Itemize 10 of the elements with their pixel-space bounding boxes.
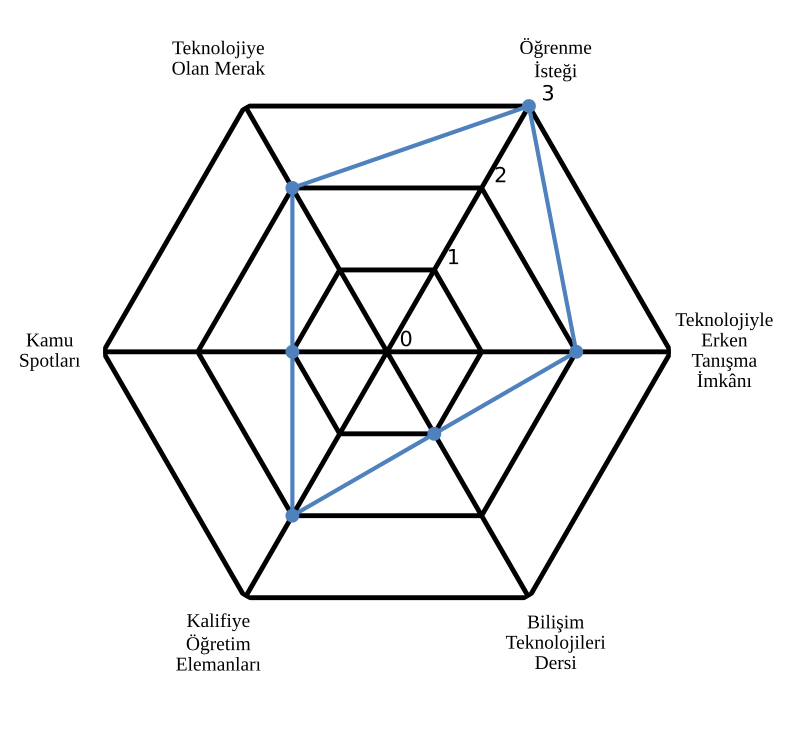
spoke-label: Teknolojiye Olan Merak [172,40,266,75]
spoke-label: Kamu Spotları [20,334,80,371]
spoke-label: Kalifiye Öğretim Elemanları [176,613,261,671]
spoke-label: Öğrenme İsteği [520,38,592,82]
spoke-label: Teknolojiyle Erken Tanışma İmkânı [676,312,773,388]
y-tick-label: 3 [543,84,554,101]
spoke-label: Bilişim Teknolojileri Dersi [506,614,606,670]
y-tick-label: 2 [496,166,506,182]
y-tick-label: 1 [449,248,458,264]
y-tick-label: 0 [400,330,412,346]
